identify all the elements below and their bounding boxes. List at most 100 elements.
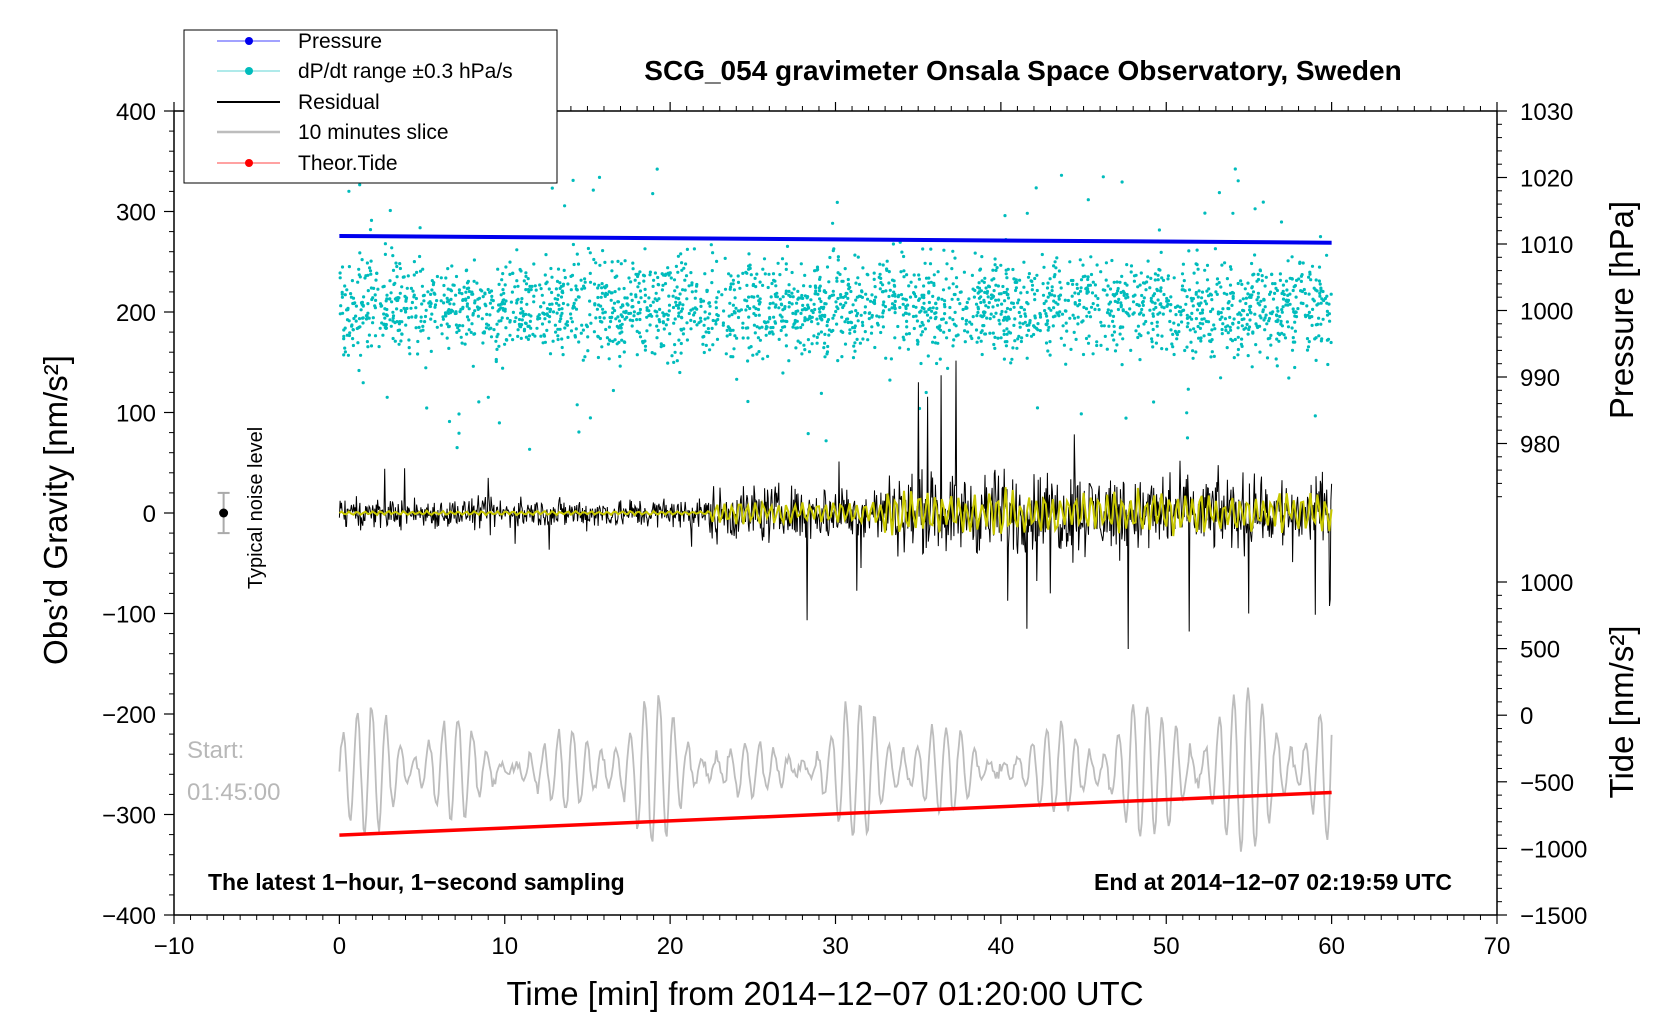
- dpdt-point: [993, 263, 997, 267]
- dpdt-point: [976, 310, 980, 315]
- dpdt-point: [845, 317, 849, 321]
- dpdt-point: [1325, 253, 1329, 257]
- dpdt-point: [920, 295, 924, 299]
- dpdt-point: [752, 295, 756, 299]
- dpdt-point: [671, 305, 676, 310]
- dpdt-point: [399, 339, 403, 343]
- dpdt-point: [887, 281, 891, 285]
- dpdt-point: [818, 277, 822, 281]
- dpdt-point: [648, 323, 652, 327]
- dpdt-point: [361, 316, 365, 320]
- dpdt-point: [823, 332, 827, 336]
- dpdt-point: [1058, 280, 1062, 284]
- dpdt-point: [617, 319, 622, 323]
- dpdt-point: [999, 263, 1003, 267]
- dpdt-point: [461, 324, 465, 328]
- dpdt-point: [1051, 315, 1055, 319]
- dpdt-point: [1086, 283, 1091, 287]
- dpdt-point: [685, 297, 689, 301]
- dpdt-point: [559, 317, 563, 321]
- dpdt-point: [476, 307, 480, 311]
- dpdt-point: [340, 295, 344, 299]
- dpdt-point: [488, 313, 492, 317]
- data-layer: [338, 166, 1333, 852]
- dpdt-point: [1106, 308, 1110, 312]
- dpdt-point: [866, 338, 870, 342]
- dpdt-point: [796, 289, 800, 293]
- dpdt-point: [579, 278, 583, 282]
- dpdt-point: [1057, 297, 1061, 301]
- dpdt-point: [716, 317, 720, 322]
- dpdt-point: [1195, 263, 1199, 267]
- dpdt-point: [689, 327, 693, 331]
- dpdt-point: [600, 282, 604, 286]
- y-left-tick-label: −400: [102, 903, 156, 930]
- dpdt-point: [836, 255, 841, 259]
- dpdt-point: [1219, 285, 1223, 289]
- dpdt-point: [781, 325, 785, 329]
- dpdt-point: [725, 334, 729, 338]
- dpdt-point: [607, 357, 611, 361]
- dpdt-point: [569, 274, 573, 278]
- dpdt-point: [940, 317, 944, 321]
- dpdt-point: [504, 338, 508, 342]
- dpdt-point: [1294, 315, 1299, 319]
- dpdt-point: [1306, 345, 1311, 349]
- x-axis-label: Time [min] from 2014−12−07 01:20:00 UTC: [506, 975, 1143, 1012]
- dpdt-point: [710, 269, 714, 273]
- dpdt-point: [744, 270, 748, 274]
- dpdt-point: [631, 305, 635, 309]
- dpdt-point: [991, 295, 995, 299]
- dpdt-point: [992, 315, 996, 319]
- dpdt-point: [1305, 337, 1310, 341]
- dpdt-point: [524, 321, 528, 326]
- dpdt-point: [1022, 308, 1026, 312]
- dpdt-point: [965, 306, 969, 310]
- dpdt-point: [679, 341, 683, 346]
- dpdt-point: [954, 324, 958, 328]
- dpdt-point: [458, 310, 462, 314]
- dpdt-point: [381, 285, 385, 289]
- dpdt-point: [345, 308, 349, 312]
- dpdt-point: [343, 284, 347, 288]
- dpdt-point: [1057, 294, 1061, 298]
- dpdt-point: [633, 278, 637, 282]
- dpdt-point: [1053, 260, 1057, 264]
- dpdt-point: [856, 255, 860, 259]
- dpdt-point: [1209, 355, 1213, 359]
- dpdt-point: [693, 306, 697, 310]
- dpdt-point: [1055, 256, 1059, 260]
- dpdt-point: [600, 286, 604, 290]
- dpdt-point: [672, 278, 677, 282]
- dpdt-point: [497, 308, 501, 312]
- dpdt-point: [519, 336, 523, 340]
- dpdt-point: [690, 290, 694, 294]
- dpdt-point: [980, 329, 984, 333]
- dpdt-point: [1046, 319, 1050, 323]
- dpdt-point: [444, 314, 448, 318]
- dpdt-point: [1315, 303, 1319, 307]
- dpdt-point: [699, 304, 703, 308]
- dpdt-point: [1229, 337, 1233, 341]
- dpdt-point: [810, 342, 814, 346]
- dpdt-point: [881, 303, 885, 307]
- dpdt-point: [1146, 259, 1150, 263]
- dpdt-point: [1307, 310, 1311, 314]
- dpdt-point: [565, 323, 570, 327]
- dpdt-point: [1256, 277, 1261, 282]
- dpdt-point: [1081, 319, 1085, 323]
- dpdt-point: [1011, 267, 1015, 272]
- dpdt-point: [1228, 265, 1233, 269]
- dpdt-point: [504, 265, 508, 269]
- dpdt-point: [880, 290, 885, 294]
- dpdt-point: [731, 355, 735, 359]
- dpdt-point: [563, 276, 567, 280]
- dpdt-point: [338, 312, 342, 316]
- dpdt-point: [1107, 324, 1111, 328]
- dpdt-point: [850, 310, 854, 314]
- dpdt-point: [928, 262, 933, 266]
- dpdt-point: [792, 322, 796, 326]
- dpdt-point: [929, 247, 933, 251]
- dpdt-point: [794, 312, 798, 316]
- dpdt-point: [585, 325, 590, 329]
